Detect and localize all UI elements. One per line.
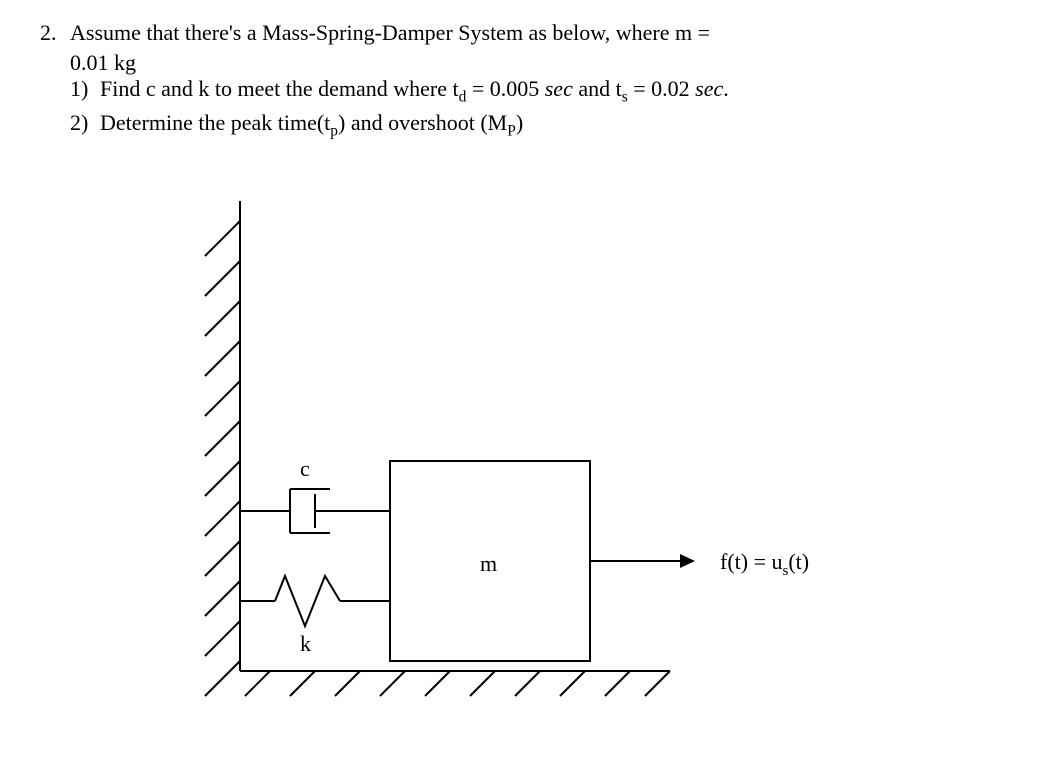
subpart-2: 2) Determine the peak time(tp) and overs… [70,110,1021,140]
problem-text-1: Assume that there's a Mass-Spring-Damper… [70,20,1021,46]
problem-number: 2. [40,20,70,46]
problem-line-1: 2. Assume that there's a Mass-Spring-Dam… [40,20,1021,46]
subpart-1: 1) Find c and k to meet the demand where… [70,76,1021,106]
damper [240,489,390,533]
sub1-number: 1) [70,76,100,102]
spring-label: k [300,631,311,656]
damper-label: c [300,456,310,481]
sub2-text: Determine the peak time(tp) and overshoo… [100,110,523,140]
spring [240,576,390,626]
force-label: f(t) = us(t) [720,549,809,579]
diagram: c k m f(t) = us(t) [190,191,1021,717]
mass-value: 0.01 kg [70,50,136,75]
sub2-number: 2) [70,110,100,136]
wall-hatching [205,221,240,696]
mass-label: m [480,551,497,576]
sub1-text: Find c and k to meet the demand where td… [100,76,729,106]
ground-hatching [245,671,670,696]
force-arrow [590,554,695,568]
problem-line-2: 0.01 kg [70,50,1021,76]
msd-diagram-svg: c k m f(t) = us(t) [190,191,870,711]
